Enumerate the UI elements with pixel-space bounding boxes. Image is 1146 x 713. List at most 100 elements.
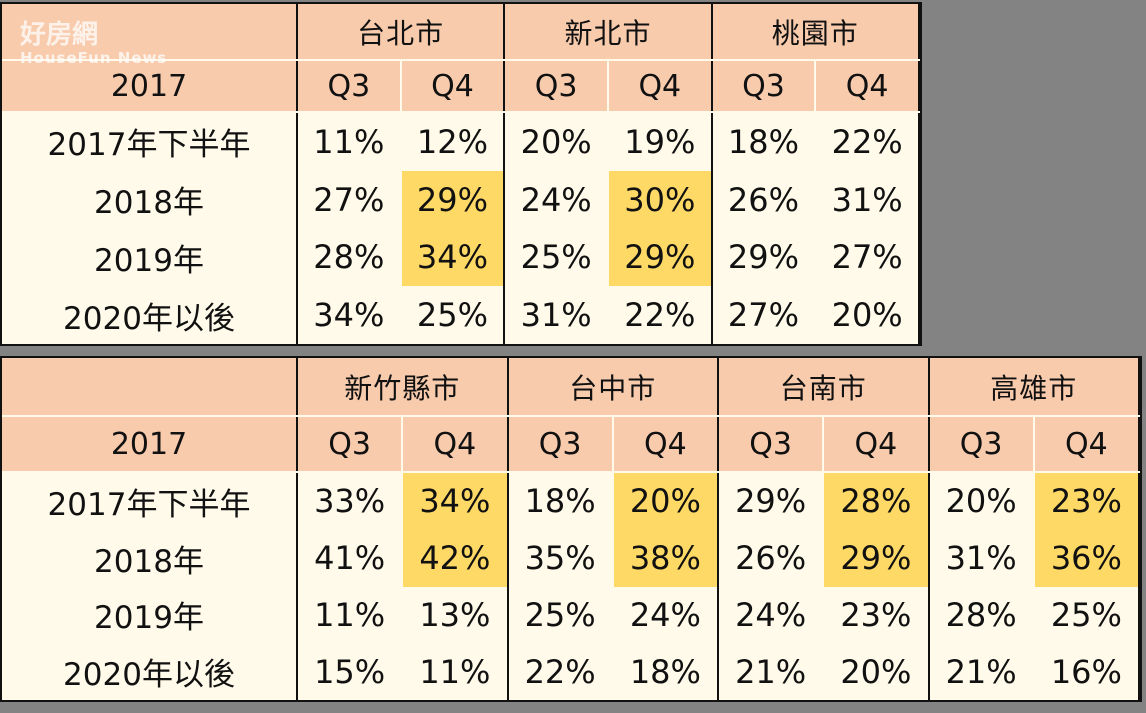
city-header-taipei: 台北市 bbox=[297, 4, 506, 61]
value-cell: 25% bbox=[507, 586, 614, 644]
value-cell: 31% bbox=[815, 170, 920, 229]
value-cell: 41% bbox=[297, 529, 404, 587]
corner-cell bbox=[2, 358, 298, 417]
value-cell: 25% bbox=[504, 228, 609, 287]
quarter-header: Q4 bbox=[1033, 416, 1141, 473]
value-cell: 22% bbox=[815, 112, 920, 171]
value-cell-highlighted: 23% bbox=[1033, 472, 1141, 530]
row-label: 2018年 bbox=[2, 170, 298, 229]
quarter-header: Q3 bbox=[504, 60, 609, 113]
value-cell-highlighted: 29% bbox=[607, 228, 713, 287]
value-cell: 20% bbox=[504, 112, 609, 171]
value-cell: 22% bbox=[507, 643, 614, 700]
row-label: 2017年下半年 bbox=[2, 112, 298, 171]
row-label: 2019年 bbox=[2, 228, 298, 287]
table-row: 2019年 28% 34% 25% 29% 29% 27% bbox=[2, 228, 920, 287]
survey-table-central-south: 新竹縣市 台中市 台南市 高雄市 2017 Q3 Q4 Q3 Q4 Q3 Q4 … bbox=[0, 356, 1142, 702]
quarter-header-row: 2017 Q3 Q4 Q3 Q4 Q3 Q4 bbox=[2, 60, 920, 113]
year-header: 2017 bbox=[2, 60, 298, 113]
city-header-row: 新竹縣市 台中市 台南市 高雄市 bbox=[2, 358, 1140, 417]
quarter-header: Q4 bbox=[815, 60, 920, 113]
value-cell-highlighted: 20% bbox=[612, 472, 720, 530]
value-cell: 35% bbox=[507, 529, 614, 587]
city-header-row: 台北市 新北市 桃園市 bbox=[2, 4, 921, 61]
city-header-kaohsiung: 高雄市 bbox=[928, 358, 1140, 417]
quarter-header: Q3 bbox=[928, 416, 1035, 473]
value-cell: 24% bbox=[504, 170, 609, 229]
value-cell: 11% bbox=[297, 586, 404, 644]
city-header-taichung: 台中市 bbox=[507, 358, 719, 417]
survey-table-north: 台北市 新北市 桃園市 2017 Q3 Q4 Q3 Q4 Q3 Q4 2017年… bbox=[0, 2, 922, 346]
value-cell-highlighted: 42% bbox=[402, 529, 509, 587]
value-cell: 20% bbox=[823, 643, 930, 700]
value-cell: 28% bbox=[297, 228, 402, 287]
table-row: 2020年以後 34% 25% 31% 22% 27% 20% bbox=[2, 286, 920, 344]
city-header-taoyuan: 桃園市 bbox=[711, 4, 921, 61]
value-cell: 34% bbox=[297, 286, 402, 344]
city-header-tainan: 台南市 bbox=[718, 358, 930, 417]
row-label: 2018年 bbox=[2, 529, 298, 587]
value-cell: 20% bbox=[815, 286, 920, 344]
quarter-header: Q3 bbox=[297, 60, 402, 113]
value-cell: 31% bbox=[928, 529, 1035, 587]
value-cell: 33% bbox=[297, 472, 404, 530]
quarter-header: Q3 bbox=[297, 416, 404, 473]
value-cell: 18% bbox=[612, 643, 720, 700]
value-cell: 27% bbox=[711, 286, 817, 344]
row-label: 2017年下半年 bbox=[2, 472, 298, 530]
value-cell: 13% bbox=[402, 586, 509, 644]
value-cell: 15% bbox=[297, 643, 404, 700]
table-row: 2019年 11% 13% 25% 24% 24% 23% 28% 25% bbox=[2, 586, 1141, 644]
quarter-header: Q3 bbox=[711, 60, 817, 113]
value-cell: 18% bbox=[711, 112, 817, 171]
value-cell: 25% bbox=[400, 286, 506, 344]
value-cell: 31% bbox=[504, 286, 609, 344]
value-cell-highlighted: 29% bbox=[823, 529, 930, 587]
value-cell: 27% bbox=[297, 170, 402, 229]
row-label: 2020年以後 bbox=[2, 643, 298, 700]
value-cell: 23% bbox=[823, 586, 930, 644]
value-cell: 20% bbox=[928, 472, 1035, 530]
value-cell: 29% bbox=[711, 228, 817, 287]
value-cell: 19% bbox=[607, 112, 713, 171]
table-row: 2020年以後 15% 11% 22% 18% 21% 20% 21% 16% bbox=[2, 643, 1141, 700]
quarter-header: Q3 bbox=[507, 416, 614, 473]
value-cell: 21% bbox=[718, 643, 825, 700]
value-cell-highlighted: 36% bbox=[1033, 529, 1141, 587]
quarter-header: Q4 bbox=[607, 60, 713, 113]
value-cell: 26% bbox=[711, 170, 817, 229]
value-cell-highlighted: 30% bbox=[607, 170, 713, 229]
table-row: 2017年下半年 33% 34% 18% 20% 29% 28% 20% 23% bbox=[2, 472, 1141, 530]
value-cell: 27% bbox=[815, 228, 920, 287]
value-cell: 11% bbox=[297, 112, 402, 171]
quarter-header: Q3 bbox=[718, 416, 825, 473]
table-row: 2018年 27% 29% 24% 30% 26% 31% bbox=[2, 170, 920, 229]
quarter-header: Q4 bbox=[400, 60, 506, 113]
value-cell: 29% bbox=[718, 472, 825, 530]
quarter-header: Q4 bbox=[612, 416, 720, 473]
value-cell: 16% bbox=[1033, 643, 1141, 700]
value-cell-highlighted: 34% bbox=[402, 472, 509, 530]
value-cell: 11% bbox=[402, 643, 509, 700]
row-label: 2019年 bbox=[2, 586, 298, 644]
quarter-header-row: 2017 Q3 Q4 Q3 Q4 Q3 Q4 Q3 Q4 bbox=[2, 416, 1141, 473]
value-cell: 12% bbox=[400, 112, 506, 171]
value-cell: 18% bbox=[507, 472, 614, 530]
table-central-south: 新竹縣市 台中市 台南市 高雄市 2017 Q3 Q4 Q3 Q4 Q3 Q4 … bbox=[2, 358, 1141, 700]
value-cell: 24% bbox=[718, 586, 825, 644]
table-row: 2018年 41% 42% 35% 38% 26% 29% 31% 36% bbox=[2, 529, 1141, 587]
city-header-new-taipei: 新北市 bbox=[504, 4, 713, 61]
year-header: 2017 bbox=[2, 416, 298, 473]
value-cell: 25% bbox=[1033, 586, 1141, 644]
value-cell-highlighted: 34% bbox=[400, 228, 506, 287]
row-label: 2020年以後 bbox=[2, 286, 298, 344]
value-cell: 21% bbox=[928, 643, 1035, 700]
value-cell-highlighted: 38% bbox=[612, 529, 720, 587]
value-cell: 26% bbox=[718, 529, 825, 587]
value-cell: 28% bbox=[928, 586, 1035, 644]
corner-cell bbox=[2, 4, 298, 61]
table-north: 台北市 新北市 桃園市 2017 Q3 Q4 Q3 Q4 Q3 Q4 2017年… bbox=[2, 4, 921, 344]
quarter-header: Q4 bbox=[402, 416, 509, 473]
table-row: 2017年下半年 11% 12% 20% 19% 18% 22% bbox=[2, 112, 920, 171]
city-header-hsinchu: 新竹縣市 bbox=[297, 358, 509, 417]
